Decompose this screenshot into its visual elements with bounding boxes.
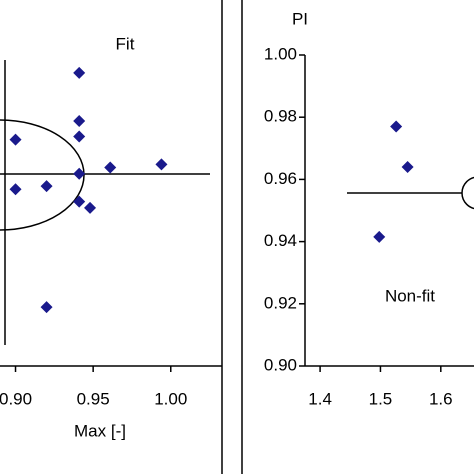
left-panel-frame: [221, 0, 223, 474]
point: [104, 161, 117, 174]
point: [9, 133, 22, 146]
x-tick-label: 1.00: [154, 389, 187, 408]
point: [73, 195, 86, 208]
point: [373, 230, 386, 243]
point: [9, 183, 22, 196]
annotation: Non-fit: [385, 286, 435, 305]
y-axis-label: PI: [292, 9, 308, 28]
point: [401, 160, 414, 173]
point: [84, 201, 97, 214]
point: [390, 120, 403, 133]
point: [155, 158, 168, 171]
y-tick-label: 1.00: [264, 44, 297, 63]
point: [73, 114, 86, 127]
point: [40, 180, 53, 193]
x-tick-label: 1.5: [369, 389, 393, 408]
point: [73, 66, 86, 79]
circle: [461, 176, 474, 210]
point: [40, 301, 53, 314]
y-tick-label: 0.90: [264, 355, 297, 374]
y-tick-label: 0.94: [264, 231, 297, 250]
x-tick-label: 1.6: [429, 389, 453, 408]
x-tick-label: 0.90: [0, 389, 32, 408]
point: [73, 130, 86, 143]
point: [73, 167, 86, 180]
right-panel-frame: [241, 0, 243, 474]
x-tick-label: 0.95: [77, 389, 110, 408]
x-tick-label: 1.4: [308, 389, 332, 408]
x-axis-label: Max [-]: [74, 421, 126, 440]
annotation: Fit: [116, 34, 135, 53]
ellipse: [0, 119, 85, 231]
y-tick-label: 0.96: [264, 169, 297, 188]
y-tick-label: 0.92: [264, 293, 297, 312]
y-tick-label: 0.98: [264, 107, 297, 126]
